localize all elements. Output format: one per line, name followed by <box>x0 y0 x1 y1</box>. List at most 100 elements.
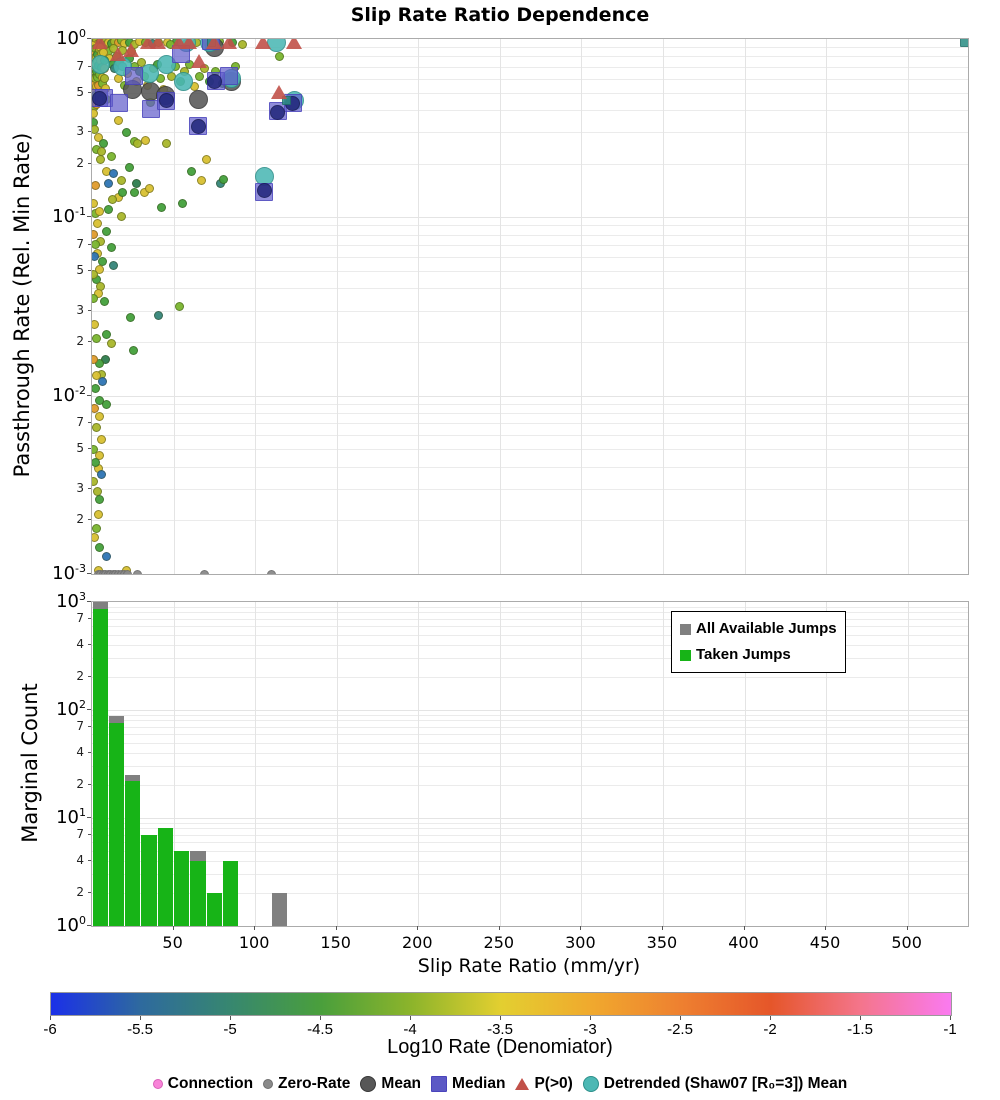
colorbar-tick-label: -2.5 <box>667 1021 693 1038</box>
navy-marker <box>92 90 107 106</box>
connection-marker <box>107 194 117 204</box>
colorbar-tick-label: -4.5 <box>307 1021 333 1038</box>
gridline <box>92 109 968 111</box>
median-marker <box>220 67 239 86</box>
connection-marker <box>108 169 118 179</box>
y-axis-minor-tick-label: 5 <box>76 263 84 278</box>
p_gt0-marker <box>109 46 126 61</box>
connection-marker <box>161 138 171 148</box>
gridline <box>92 310 968 312</box>
connection-marker <box>104 179 114 189</box>
navy-marker <box>256 182 272 198</box>
gridline <box>92 234 968 236</box>
connection-marker <box>92 252 99 262</box>
dot-icon <box>152 1079 163 1089</box>
p_gt0-marker <box>205 39 222 50</box>
connection-marker <box>116 212 126 222</box>
connection-marker <box>94 264 104 274</box>
connection-marker <box>106 338 116 348</box>
detrended-marker <box>92 54 111 74</box>
scatter-plot-area <box>91 38 969 575</box>
connection-marker <box>100 74 110 84</box>
p_gt0-marker <box>92 39 109 50</box>
y-axis-minor-tick-label: 2 <box>76 512 84 527</box>
x-axis-tick-label: 100 <box>238 933 270 952</box>
histogram-bar-taken <box>174 850 190 926</box>
connection-marker <box>128 345 138 355</box>
y-axis-minor-tick-label: 7 <box>76 236 84 251</box>
y-axis-tick <box>88 448 91 450</box>
p_gt0-marker <box>254 39 271 50</box>
gridline <box>92 520 968 522</box>
y-axis-tick <box>88 65 91 67</box>
legend-item-label: Zero-Rate <box>278 1075 351 1092</box>
gridline <box>92 742 968 744</box>
x-axis-tick-label: 250 <box>483 933 515 952</box>
connection-marker <box>131 178 141 188</box>
histogram-bar-taken <box>206 893 222 926</box>
legend-item-label: Connection <box>167 1075 254 1092</box>
connection-marker <box>92 333 101 343</box>
y-axis-minor-tick-label: 2 <box>76 155 84 170</box>
connection-marker <box>177 198 187 208</box>
connection-marker <box>125 163 135 173</box>
y-axis-tick <box>87 573 91 574</box>
connection-marker <box>92 354 99 364</box>
y-axis-minor-tick-label: 7 <box>76 610 84 625</box>
colorbar-tick <box>770 1016 771 1020</box>
gridline <box>92 733 968 735</box>
colorbar <box>50 992 952 1016</box>
connection-marker <box>95 495 105 505</box>
y-axis-tick <box>88 243 91 245</box>
y-axis-minor-tick-label: 4 <box>76 636 84 651</box>
y-axis-minor-tick-label: 7 <box>76 718 84 733</box>
colorbar-tick-label: -1 <box>943 1021 957 1038</box>
y-axis-major-tick-label: 100 <box>56 27 86 49</box>
connection-marker <box>92 423 101 433</box>
connection-marker <box>92 181 100 191</box>
y-axis-tick <box>88 892 91 894</box>
x-axis-tick <box>661 926 663 930</box>
gridline <box>92 288 968 290</box>
colorbar-tick <box>50 1016 51 1020</box>
detrended-marker <box>173 71 193 91</box>
gridline <box>92 677 968 679</box>
histogram-bar-taken <box>125 781 141 926</box>
p_gt0-marker <box>220 39 237 50</box>
histogram-legend: All Available Jumps Taken Jumps <box>671 611 846 673</box>
connection-marker <box>92 403 99 413</box>
gridline <box>907 602 909 926</box>
p_gt0-marker <box>139 39 156 50</box>
y-axis-tick <box>88 725 91 727</box>
gridline <box>92 47 968 49</box>
connection-marker <box>93 288 103 298</box>
y-axis-tick <box>88 309 91 311</box>
gridline <box>92 163 968 165</box>
y-axis-minor-tick-label: 4 <box>76 744 84 759</box>
connection-marker <box>101 400 111 410</box>
colorbar-tick <box>230 1016 231 1020</box>
histogram-bar-taken <box>190 860 206 926</box>
circle-icon <box>582 1076 599 1092</box>
gridline <box>92 644 968 646</box>
y-axis-minor-tick-label: 3 <box>76 124 84 139</box>
gridline <box>662 602 664 926</box>
y-axis-major-tick-label: 100 <box>56 914 86 936</box>
y-axis-tick <box>88 270 91 272</box>
y-axis-tick <box>88 519 91 521</box>
x-axis-tick-label: 400 <box>728 933 759 952</box>
y-axis-minor-tick-label: 7 <box>76 826 84 841</box>
connection-marker <box>97 470 107 480</box>
y-axis-tick <box>88 859 91 861</box>
y-axis-minor-tick-label: 5 <box>76 441 84 456</box>
gridline <box>92 828 968 830</box>
connection-marker <box>144 184 154 194</box>
scatter-y-axis-label: Passthrough Rate (Rel. Min Rate) <box>10 132 34 478</box>
histogram-bar-taken <box>92 608 108 926</box>
gridline <box>92 78 968 80</box>
connection-marker <box>101 330 111 340</box>
legend-item: Median <box>431 1075 505 1093</box>
circle-icon <box>360 1076 377 1092</box>
connection-marker <box>141 135 151 145</box>
connection-marker <box>237 40 247 50</box>
